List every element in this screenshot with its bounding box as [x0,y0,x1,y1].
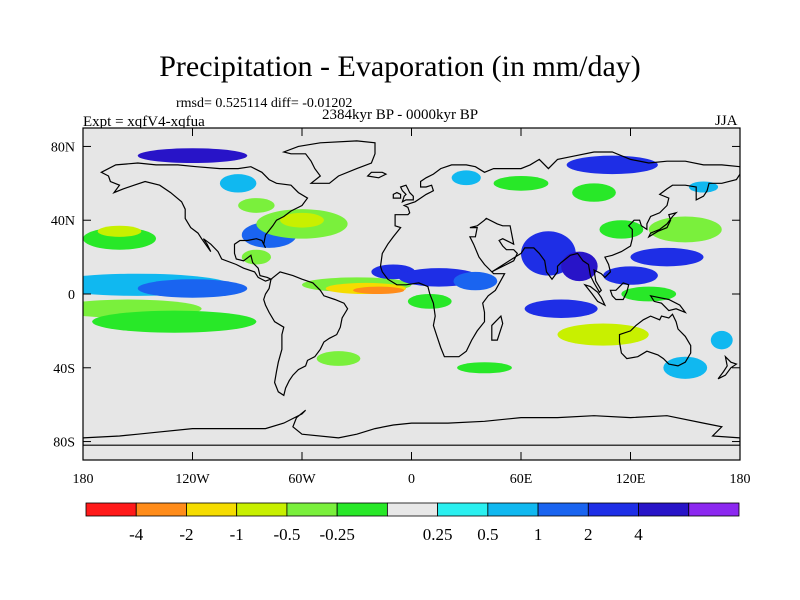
coastline-layer [83,140,740,446]
colorbar-label: -1 [230,525,244,544]
anomaly-region-3 [92,310,257,333]
experiment-label: Expt = xqfV4-xqfua [83,114,205,130]
anomaly-region-29 [451,170,481,186]
colorbar-label: 2 [584,525,593,544]
colorbar-label: 0.25 [423,525,453,544]
lon-tick-label: 120E [616,472,646,487]
anomaly-region-16 [407,294,452,309]
colorbar-label: -0.5 [273,525,300,544]
lat-tick-label: 40S [53,362,75,377]
colorbar-label: -2 [179,525,193,544]
latitude-axis: 80N 40N 0 40S 80S [51,140,740,451]
coast-japan [647,211,679,239]
lon-tick-label: 60W [288,472,316,487]
colorbar-swatch-3 [236,502,288,517]
anomaly-region-8 [280,212,324,228]
coast-greenland [281,140,376,184]
anomaly-region-25 [557,323,649,346]
anomaly-region-21 [630,247,704,267]
colorbar-label: -0.25 [319,525,354,544]
anomaly-region-27 [572,183,616,202]
colorbar-swatch-0 [85,502,137,517]
anomaly-region-20 [603,266,658,285]
colorbar-swatch-4 [286,502,338,517]
lat-tick-label: 0 [68,288,75,303]
anomaly-region-1 [137,279,248,298]
colorbar-swatch-9 [537,502,589,517]
lon-tick-label: 0 [408,472,415,487]
anomaly-region-12 [353,286,405,294]
lon-tick-label: 180 [730,472,751,487]
coast-south-america [263,271,349,397]
lon-tick-label: 180 [73,472,94,487]
coast-north-america [99,162,309,282]
anomaly-region-36 [663,356,708,379]
colorbar-swatch-10 [587,502,639,517]
coast-australia [618,313,692,367]
period-label: 2384kyr BP - 0000kyr BP [322,107,479,123]
lat-tick-label: 40N [51,214,75,229]
colorbar-label: 4 [634,525,643,544]
colorbar: -4 -2 -1 -0.5 -0.25 0.25 0.5 1 2 4 [85,502,740,544]
colorbar-swatch-2 [186,502,238,517]
anomaly-region-18 [561,251,598,282]
season-label: JJA [715,113,738,129]
colorbar-label: -4 [129,525,144,544]
coast-afro-eurasia [379,151,740,358]
anomaly-region-28 [566,155,658,175]
coast-madagascar [491,314,504,341]
anomaly-region-23 [599,220,644,239]
coast-antarctica [83,409,740,446]
anomaly-region-33 [238,198,275,213]
anomaly-region-26 [493,175,549,191]
anomaly-region-35 [457,362,512,374]
coast-new-guinea [649,294,688,314]
colorbar-swatch-1 [135,502,187,517]
anomaly-region-5 [97,225,142,237]
colorbar-swatch-11 [638,502,690,517]
anomaly-region-32 [219,174,257,193]
coast-new-zealand [717,354,738,380]
anomaly-region-31 [137,148,248,164]
coast-borneo [609,282,630,301]
anomaly-region-37 [710,330,733,350]
map-title: Precipitation - Evaporation (in mm/day) [159,50,641,83]
longitude-axis: 180 120W 60W 0 60E 120E 180 [73,128,751,487]
coast-ireland [392,191,402,199]
stats-text: rmsd= 0.525114 diff= -0.01202 [176,96,353,111]
lon-tick-label: 60E [510,472,533,487]
coast-sumatra [583,283,607,307]
anomaly-region-19 [524,299,598,318]
lon-tick-label: 120W [175,472,210,487]
colorbar-label: 1 [534,525,543,544]
colorbar-swatch-7 [437,502,489,517]
anomaly-region-34 [316,351,361,366]
colorbar-swatch-8 [487,502,539,517]
lat-tick-label: 80N [51,140,75,155]
colorbar-swatch-6 [386,502,439,517]
anomaly-region-9 [241,249,271,265]
colorbar-label: 0.5 [477,525,498,544]
anomaly-region-15 [453,271,498,291]
coast-british-isles [399,184,414,204]
lat-tick-label: 80S [53,436,75,451]
colorbar-swatch-12 [688,502,740,517]
coast-iceland [366,171,388,179]
colorbar-swatch-5 [336,502,388,517]
